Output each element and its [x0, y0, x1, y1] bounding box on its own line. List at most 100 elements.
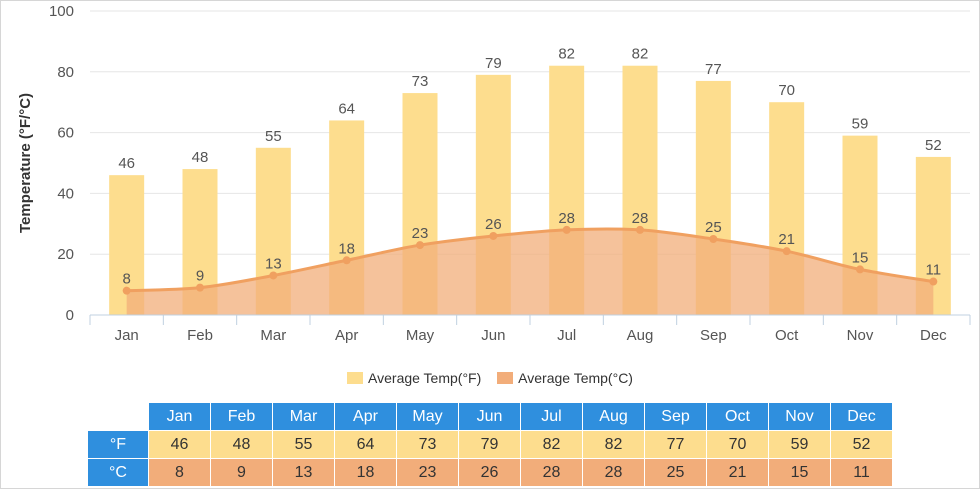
- data-label-fahrenheit: 48: [192, 149, 209, 166]
- data-label-celsius: 15: [852, 249, 869, 266]
- table-row-label-celsius: °C: [88, 459, 149, 487]
- y-axis-title: Temperature (°F/°C): [17, 93, 34, 233]
- x-tick-label: Dec: [920, 327, 947, 344]
- table-cell-celsius: 26: [459, 459, 521, 487]
- table-header-month: Aug: [583, 403, 645, 431]
- data-label-celsius: 8: [122, 271, 130, 288]
- data-label-celsius: 21: [778, 231, 795, 248]
- table-cell-celsius: 13: [273, 459, 335, 487]
- table-cell-celsius: 8: [149, 459, 211, 487]
- data-label-celsius: 26: [485, 216, 502, 233]
- y-tick-label: 40: [57, 185, 74, 202]
- data-label-celsius: 9: [196, 268, 204, 285]
- data-label-fahrenheit: 82: [632, 46, 649, 63]
- table-cell-fahrenheit: 77: [645, 431, 707, 459]
- table-header-month: Nov: [769, 403, 831, 431]
- table-header-month: Sep: [645, 403, 707, 431]
- x-tick-label: Sep: [700, 327, 727, 344]
- data-label-celsius: 28: [632, 210, 649, 227]
- table-cell-fahrenheit: 48: [211, 431, 273, 459]
- x-tick-label: Oct: [775, 327, 799, 344]
- table-header-month: Feb: [211, 403, 273, 431]
- point-celsius: [562, 225, 571, 234]
- point-celsius: [489, 231, 498, 240]
- data-label-fahrenheit: 70: [778, 82, 795, 99]
- x-tick-label: Jun: [481, 327, 505, 344]
- gridlines: [90, 10, 970, 255]
- data-label-fahrenheit: 82: [558, 46, 575, 63]
- table-cell-celsius: 11: [831, 459, 893, 487]
- data-label-celsius: 25: [705, 219, 722, 236]
- x-tick-label: Nov: [847, 327, 874, 344]
- table-row-fahrenheit: °F 46 48 55 64 73 79 82 82 77 70 59 52: [88, 431, 893, 459]
- table-header-month: Jun: [459, 403, 521, 431]
- legend-item-fahrenheit[interactable]: Average Temp(°F): [347, 370, 481, 386]
- point-celsius: [122, 286, 131, 295]
- y-tick-label: 60: [57, 125, 74, 142]
- axes: 0 20 40 60 80 100 Jan Feb Mar Apr May Jun Jul Aug Sep O…: [49, 3, 971, 344]
- table-cell-fahrenheit: 55: [273, 431, 335, 459]
- table-corner: [88, 403, 149, 431]
- table-cell-fahrenheit: 82: [583, 431, 645, 459]
- data-label-fahrenheit: 59: [852, 116, 869, 133]
- line-celsius: [126, 227, 934, 293]
- data-label-fahrenheit: 77: [705, 61, 722, 78]
- table-header-month: Oct: [707, 403, 769, 431]
- data-label-celsius: 18: [338, 240, 355, 257]
- x-tick-label: Jul: [557, 327, 576, 344]
- table-cell-celsius: 23: [397, 459, 459, 487]
- data-label-fahrenheit: 46: [118, 155, 135, 172]
- table-cell-fahrenheit: 82: [521, 431, 583, 459]
- table-header-month: Jul: [521, 403, 583, 431]
- point-celsius: [196, 283, 204, 292]
- table-cell-celsius: 28: [521, 459, 583, 487]
- table-header-month: Jan: [149, 403, 211, 431]
- data-label-fahrenheit: 79: [485, 55, 502, 72]
- x-tick-label: Jan: [115, 327, 139, 344]
- x-tick-label: Apr: [335, 327, 358, 344]
- legend-item-celsius[interactable]: Average Temp(°C): [497, 370, 633, 386]
- data-labels: 46 48 55 64 73 79 82 82 77 70 59 52 8 9 13 18 23 26 28 28 25…: [118, 46, 941, 288]
- point-celsius: [269, 271, 278, 280]
- x-tick-label: Feb: [187, 327, 213, 344]
- table-cell-fahrenheit: 79: [459, 431, 521, 459]
- table-row-label-fahrenheit: °F: [88, 431, 149, 459]
- legend-label-fahrenheit: Average Temp(°F): [368, 370, 482, 386]
- data-label-fahrenheit: 73: [412, 73, 429, 90]
- table-cell-fahrenheit: 64: [335, 431, 397, 459]
- x-tick-label: Mar: [260, 327, 286, 344]
- x-tick-label: Aug: [627, 327, 654, 344]
- y-tick-label: 20: [57, 246, 74, 263]
- table-header-month: Apr: [335, 403, 397, 431]
- data-label-fahrenheit: 64: [338, 100, 355, 117]
- table-header-month: Dec: [831, 403, 893, 431]
- table-cell-celsius: 28: [583, 459, 645, 487]
- legend: Average Temp(°F) Average Temp(°C): [0, 370, 980, 386]
- temperature-chart: 0 20 40 60 80 100 Jan Feb Mar Apr May Jun Jul Aug Sep O…: [17, 3, 971, 344]
- table-cell-fahrenheit: 59: [769, 431, 831, 459]
- table-header-month: Mar: [273, 403, 335, 431]
- y-tick-label: 80: [57, 64, 74, 81]
- y-tick-label: 100: [49, 3, 74, 20]
- data-label-fahrenheit: 55: [265, 128, 282, 145]
- table-header-month: May: [397, 403, 459, 431]
- table-header-row: Jan Feb Mar Apr May Jun Jul Aug Sep Oct Nov Dec: [88, 403, 893, 431]
- table-cell-celsius: 18: [335, 459, 397, 487]
- point-celsius: [342, 256, 351, 265]
- table-row-celsius: °C 8 9 13 18 23 26 28 28 25 21 15 11: [88, 459, 893, 487]
- data-label-celsius: 28: [558, 210, 575, 227]
- point-celsius: [709, 235, 718, 243]
- data-label-fahrenheit: 52: [925, 137, 942, 154]
- table-cell-celsius: 9: [211, 459, 273, 487]
- temperature-table: Jan Feb Mar Apr May Jun Jul Aug Sep Oct Nov Dec °F 4…: [88, 403, 893, 487]
- y-tick-label: 0: [66, 307, 74, 324]
- area-fill-celsius: [126, 228, 934, 315]
- celsius-area: [122, 225, 938, 315]
- table-cell-fahrenheit: 52: [831, 431, 893, 459]
- point-celsius: [856, 265, 864, 274]
- point-celsius: [416, 241, 424, 250]
- point-celsius: [929, 277, 938, 286]
- legend-label-celsius: Average Temp(°C): [518, 370, 633, 386]
- table-cell-fahrenheit: 70: [707, 431, 769, 459]
- table-cell-celsius: 21: [707, 459, 769, 487]
